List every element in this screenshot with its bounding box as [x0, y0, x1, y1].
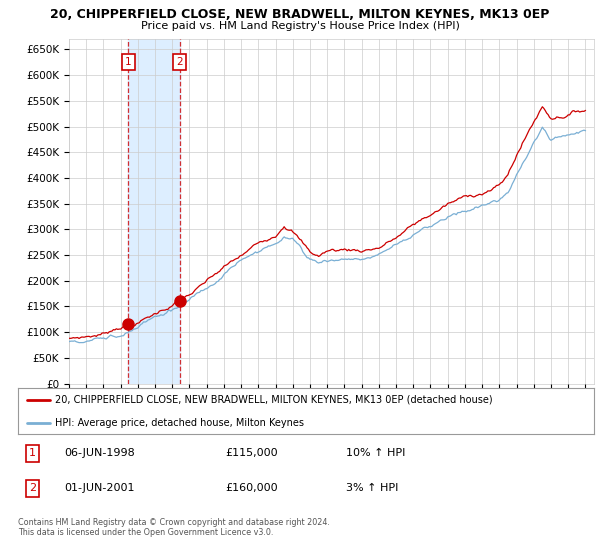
- Text: 2: 2: [176, 57, 183, 67]
- Text: 1: 1: [29, 449, 36, 459]
- Text: Price paid vs. HM Land Registry's House Price Index (HPI): Price paid vs. HM Land Registry's House …: [140, 21, 460, 31]
- Text: 1: 1: [125, 57, 131, 67]
- Text: 2: 2: [29, 483, 36, 493]
- Text: 06-JUN-1998: 06-JUN-1998: [64, 449, 135, 459]
- Text: 01-JUN-2001: 01-JUN-2001: [64, 483, 134, 493]
- Text: 3% ↑ HPI: 3% ↑ HPI: [346, 483, 398, 493]
- Bar: [128, 39, 180, 384]
- Text: Contains HM Land Registry data © Crown copyright and database right 2024.
This d: Contains HM Land Registry data © Crown c…: [18, 518, 330, 538]
- Text: £115,000: £115,000: [226, 449, 278, 459]
- Text: £160,000: £160,000: [226, 483, 278, 493]
- Text: 20, CHIPPERFIELD CLOSE, NEW BRADWELL, MILTON KEYNES, MK13 0EP (detached house): 20, CHIPPERFIELD CLOSE, NEW BRADWELL, MI…: [55, 395, 493, 404]
- Text: 20, CHIPPERFIELD CLOSE, NEW BRADWELL, MILTON KEYNES, MK13 0EP: 20, CHIPPERFIELD CLOSE, NEW BRADWELL, MI…: [50, 8, 550, 21]
- Text: HPI: Average price, detached house, Milton Keynes: HPI: Average price, detached house, Milt…: [55, 418, 304, 427]
- Text: 10% ↑ HPI: 10% ↑ HPI: [346, 449, 406, 459]
